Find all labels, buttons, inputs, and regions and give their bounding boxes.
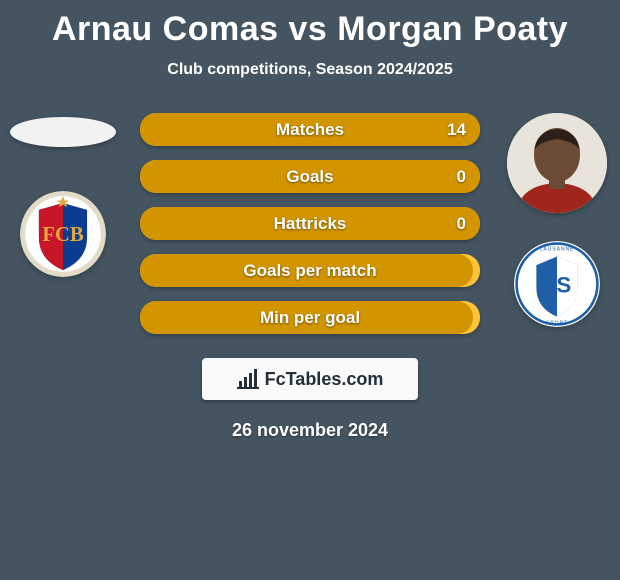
bar-chart-icon xyxy=(237,369,259,389)
brand-text: FcTables.com xyxy=(265,369,384,390)
stat-bar: Goals0 xyxy=(140,160,480,193)
page-subtitle: Club competitions, Season 2024/2025 xyxy=(0,61,620,79)
svg-text:LAUSANNE: LAUSANNE xyxy=(540,246,575,252)
right-player-photo xyxy=(507,113,607,213)
stat-label: Hattricks xyxy=(140,214,480,234)
left-player-column: FCB xyxy=(8,113,118,277)
stat-bar: Matches14 xyxy=(140,113,480,146)
stat-bars: Matches14Goals0Hattricks0Goals per match… xyxy=(140,113,480,334)
right-club-logo: LS LAUSANNE SPORT xyxy=(514,241,600,327)
stat-value: 14 xyxy=(447,120,466,140)
right-player-column: LS LAUSANNE SPORT xyxy=(502,113,612,327)
stat-label: Goals xyxy=(140,167,480,187)
stat-label: Min per goal xyxy=(140,308,480,328)
infographic-date: 26 november 2024 xyxy=(0,420,620,441)
left-club-logo: FCB xyxy=(20,191,106,277)
page-title: Arnau Comas vs Morgan Poaty xyxy=(0,0,620,49)
svg-text:FCB: FCB xyxy=(42,224,83,246)
stat-value: 0 xyxy=(457,214,466,234)
stat-label: Matches xyxy=(140,120,480,140)
stat-value: 0 xyxy=(457,167,466,187)
svg-text:SPORT: SPORT xyxy=(546,320,568,326)
comparison-panel: FCB LS LAUSANNE SPORT xyxy=(0,113,620,441)
stat-bar: Hattricks0 xyxy=(140,207,480,240)
stat-bar: Goals per match xyxy=(140,254,480,287)
stat-label: Goals per match xyxy=(140,261,480,281)
left-player-photo xyxy=(10,117,116,147)
svg-text:LS: LS xyxy=(543,273,572,298)
stat-bar: Min per goal xyxy=(140,301,480,334)
brand-plate: FcTables.com xyxy=(202,358,418,400)
